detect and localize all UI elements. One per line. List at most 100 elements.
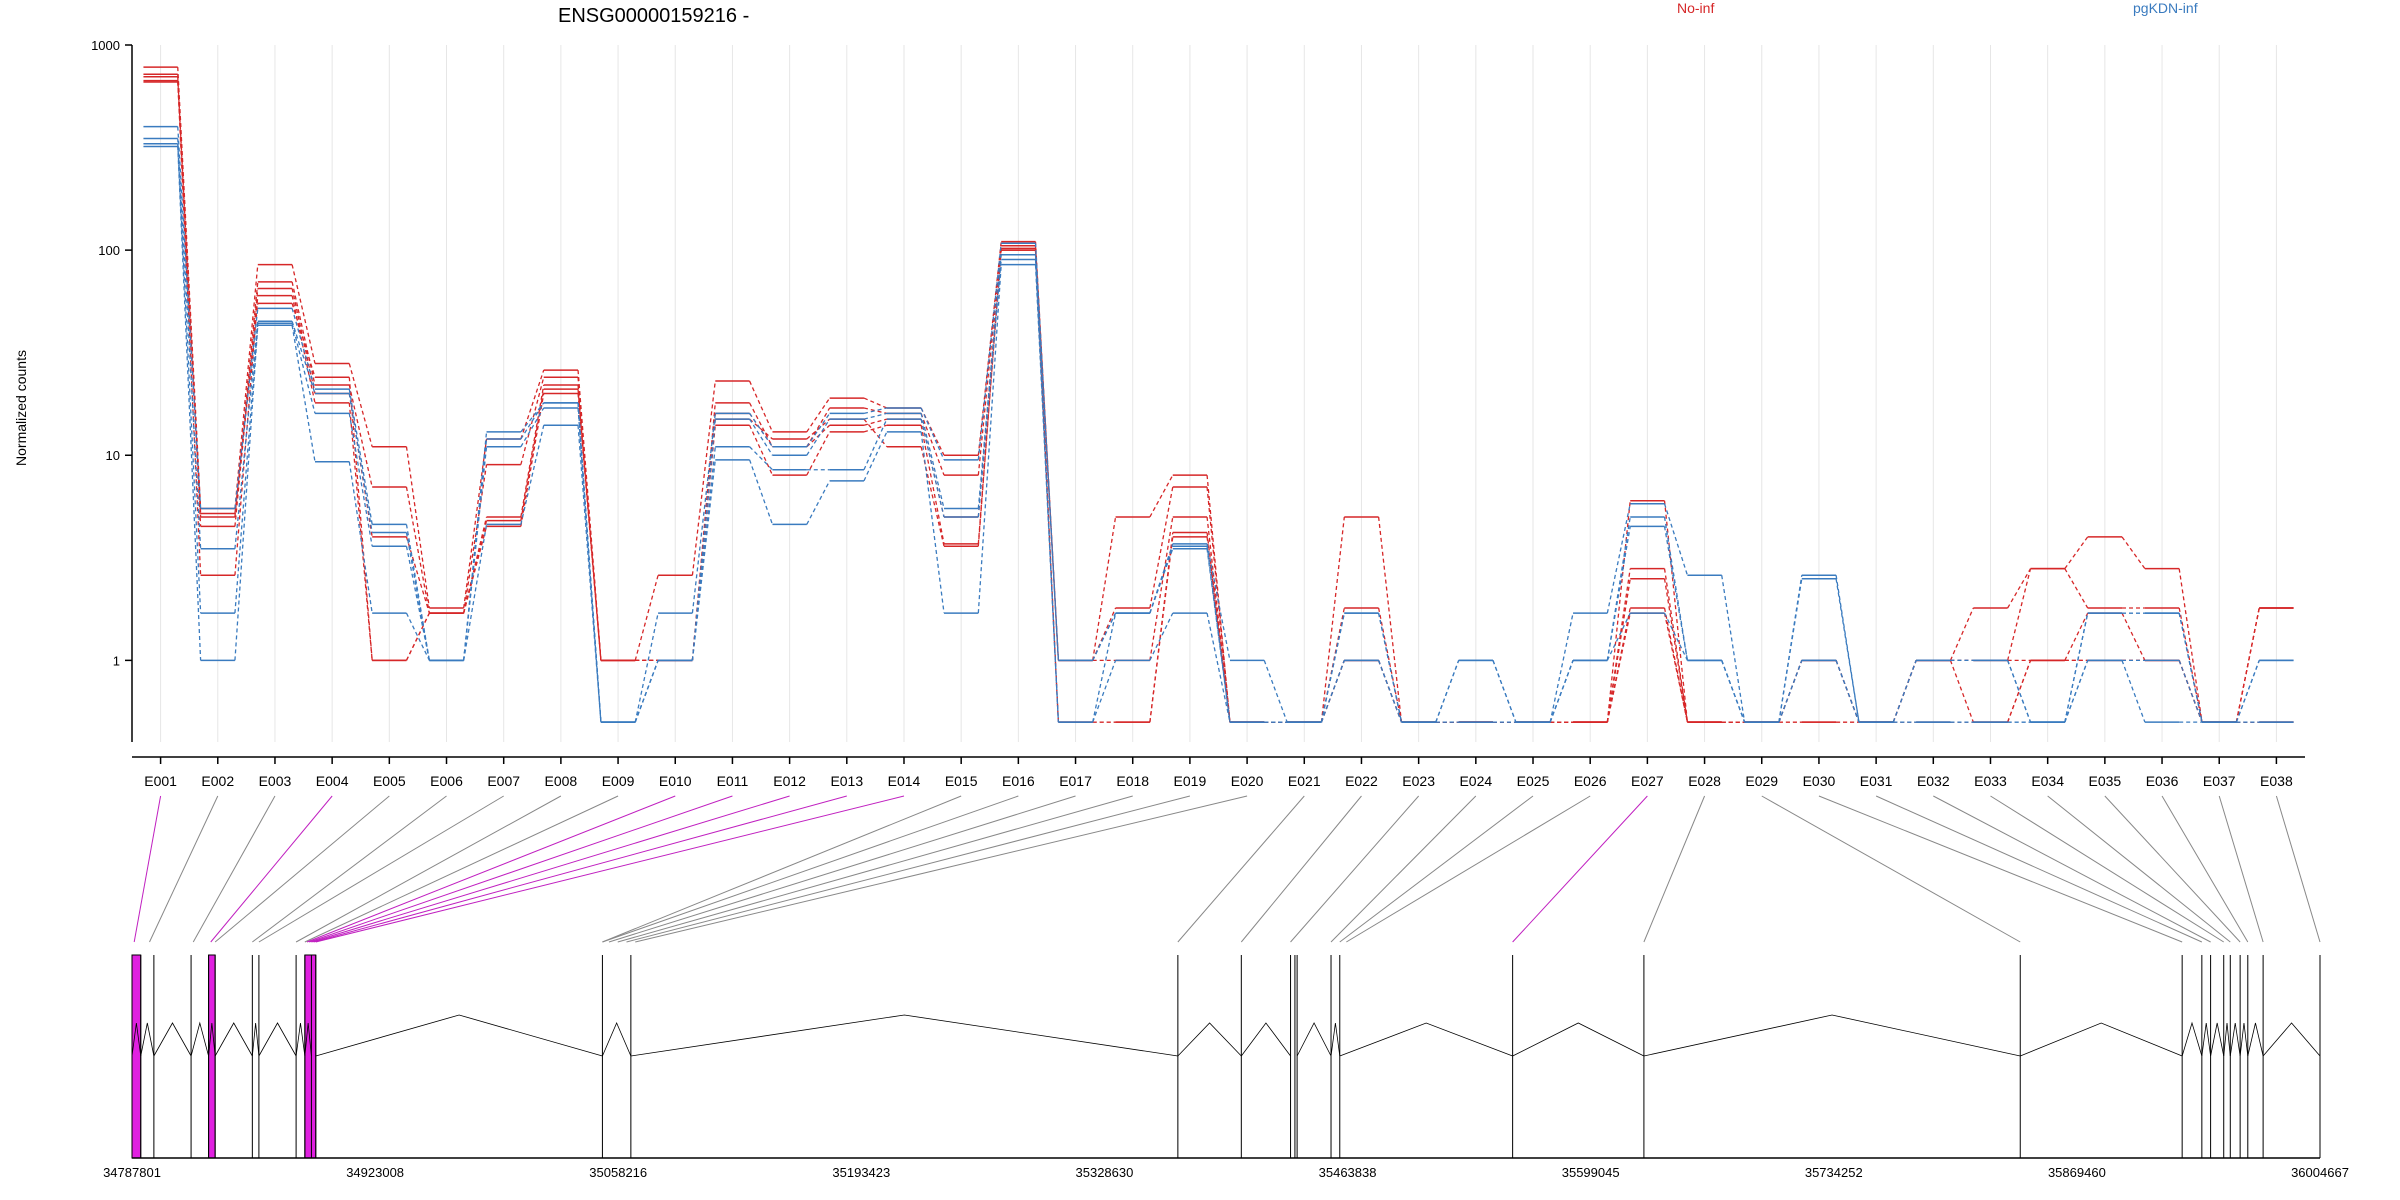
exon-connector — [214, 795, 390, 943]
genomic-coordinate-label: 35193423 — [832, 1165, 890, 1180]
exon-label: E016 — [1002, 773, 1035, 789]
exon-label: E035 — [2089, 773, 2122, 789]
exon-transition — [291, 303, 316, 378]
exon-transition — [291, 288, 316, 394]
exon-transition — [1606, 503, 1631, 614]
exon-transition — [749, 413, 773, 448]
exon-transition — [977, 264, 1002, 614]
exon-transition — [748, 380, 774, 433]
exon-connector — [2218, 795, 2264, 943]
exon-transition — [634, 575, 659, 661]
exon-label: E037 — [2203, 773, 2236, 789]
exon-label: E029 — [1745, 773, 1778, 789]
plot-axes: 1 10 100 1000 E001 E002 E003 E004 E005 E006 E007 E0… — [91, 38, 2305, 789]
exon-transition — [863, 424, 888, 433]
exon-transition — [920, 413, 945, 476]
exon-transition — [405, 612, 430, 661]
intron-line — [140, 1022, 155, 1057]
exon-transition — [863, 431, 888, 482]
exon-label: E013 — [830, 773, 863, 789]
exon-transition — [2178, 612, 2203, 723]
exon-transition — [1663, 612, 1689, 723]
exon-transition — [2121, 660, 2146, 723]
genomic-coordinate-label: 35599045 — [1562, 1165, 1620, 1180]
exon-transition — [291, 325, 316, 462]
exon-transition — [749, 413, 773, 448]
exon-transition — [2064, 612, 2089, 723]
exon-transition — [234, 325, 259, 661]
exon-transition — [749, 402, 774, 448]
exon-transition — [463, 446, 488, 661]
exon-transition — [2178, 660, 2203, 723]
intron-line — [214, 1022, 253, 1057]
exon-transition — [1092, 612, 1117, 723]
exon-transition — [1377, 612, 1403, 723]
exon-connector — [258, 795, 504, 943]
exon-transition — [691, 446, 716, 661]
intron-line — [1339, 1022, 1513, 1057]
exon-connector — [1330, 795, 1477, 943]
exon-label: E021 — [1288, 773, 1321, 789]
exon-transition — [1435, 660, 1460, 723]
exon-connector — [1643, 795, 1706, 943]
exon-transition — [177, 126, 202, 509]
exon-transition — [977, 245, 1002, 476]
intron-line — [2223, 1022, 2231, 1057]
exon-transition — [234, 264, 259, 509]
exon-transition — [177, 80, 202, 576]
exon-transition — [806, 413, 831, 448]
intron-line — [153, 1022, 192, 1057]
exon-transition — [748, 459, 774, 525]
exon-transition — [806, 480, 831, 525]
series-lines — [143, 66, 2294, 723]
exon-transition — [577, 393, 602, 661]
exon-connector — [602, 795, 1019, 943]
exon-transition — [863, 418, 888, 448]
exon-transition — [463, 438, 488, 661]
exon-connector — [1818, 795, 2183, 943]
exon-transition — [863, 418, 888, 426]
exon-transition — [1492, 660, 1517, 723]
exon-label: E017 — [1059, 773, 1092, 789]
exon-transition — [634, 660, 659, 723]
exon-transition — [1206, 532, 1231, 723]
intron-line — [208, 1022, 216, 1057]
exon-transition — [920, 431, 945, 614]
exon-transition — [863, 418, 888, 470]
exon-transition — [1034, 254, 1060, 661]
exon-transition — [1206, 548, 1231, 723]
series-pgkdn-inf-7 — [143, 143, 2294, 723]
exon-transition — [1206, 546, 1231, 723]
genomic-coordinate-label: 35734252 — [1805, 1165, 1863, 1180]
intron-line — [1177, 1022, 1242, 1057]
exon-transition — [520, 369, 545, 440]
exon-transition — [520, 389, 545, 521]
exon-transition — [348, 461, 373, 614]
intron-line — [304, 1022, 312, 1057]
exon-label: E027 — [1631, 773, 1664, 789]
exon-transition — [1663, 612, 1688, 661]
exon-transition — [405, 446, 431, 609]
exon-transition — [405, 486, 430, 614]
exon-transition — [520, 407, 545, 448]
exon-transition — [806, 407, 831, 448]
exon-transition — [463, 524, 488, 661]
intron-line — [602, 1021, 632, 1057]
genomic-coordinate-label: 35058216 — [589, 1165, 647, 1180]
exon-transition — [1721, 660, 1746, 723]
exon-transition — [520, 384, 545, 518]
intron-line — [295, 1022, 306, 1057]
intron-line — [1512, 1022, 1645, 1057]
exon-transition — [577, 389, 602, 661]
genomic-coordinate-label: 35869460 — [2048, 1165, 2106, 1180]
exon-transition — [348, 402, 373, 661]
exon-label: E020 — [1231, 773, 1264, 789]
intron-line — [1296, 1022, 1332, 1057]
intron-line — [2262, 1022, 2321, 1057]
exon-transition — [920, 413, 945, 509]
intron-line — [315, 1014, 603, 1057]
exon-transition — [1206, 612, 1231, 723]
exon-transition — [234, 281, 259, 518]
exon-transition — [1149, 474, 1174, 518]
